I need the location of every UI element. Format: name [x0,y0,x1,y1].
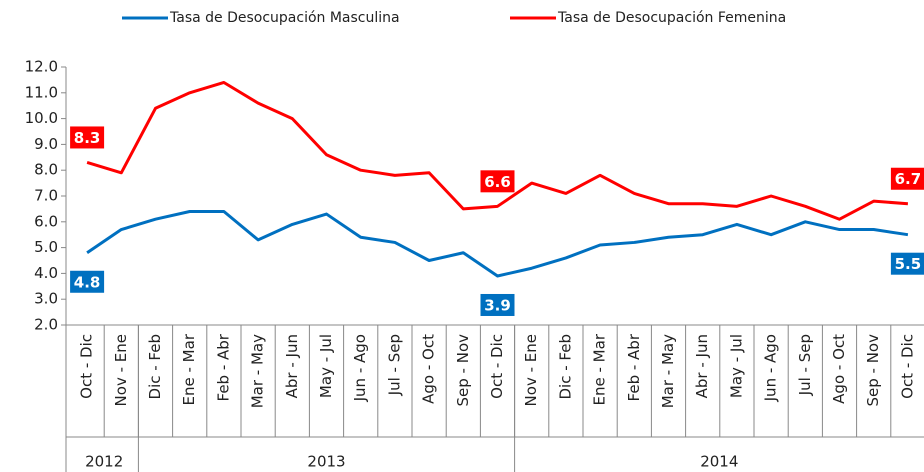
x-tick-label: Dic - Feb [146,334,164,399]
x-tick-label: Jun - Ago [351,334,369,402]
x-tick-label: Mar - May [249,334,267,408]
data-label: 3.9 [484,296,511,314]
x-tick-label: Ago - Oct [830,334,848,404]
y-tick-label: 12.0 [25,58,58,76]
x-tick-label: May - Jul [727,334,745,398]
data-label-box [890,167,924,190]
x-tick-label: Oct - Dic [488,334,506,399]
x-tick-label: Feb - Abr [214,333,232,401]
x-tick-label: Dic - Feb [556,334,574,399]
data-label: 5.5 [895,255,922,273]
y-tick-label: 9.0 [34,135,58,153]
y-tick-label: 2.0 [34,316,58,334]
legend-label: Tasa de Desocupación Femenina [557,10,786,26]
x-tick-label: Mar - May [659,334,677,408]
year-label: 2014 [700,453,738,471]
data-label: 6.6 [484,173,511,191]
data-label: 6.7 [895,170,922,188]
x-tick-label: Nov - Ene [522,334,540,406]
data-label-box [480,293,515,316]
x-tick-label: Feb - Abr [625,333,643,401]
y-tick-label: 10.0 [25,109,58,127]
series-line [86,209,909,278]
x-tick-label: Nov - Ene [112,334,130,406]
x-tick-label: Sep - Nov [454,334,472,407]
data-label-box [480,170,515,193]
y-tick-label: 4.0 [34,264,58,282]
x-tick-label: Oct - Dic [78,334,96,399]
y-tick-label: 3.0 [34,290,58,308]
x-tick-label: May - Jul [317,334,335,398]
y-tick-label: 11.0 [25,83,58,101]
x-tick-label: Sep - Nov [864,334,882,407]
x-tick-label: Ago - Oct [420,334,438,404]
y-tick-label: 6.0 [34,212,58,230]
x-tick-label: Oct - Dic [898,334,916,399]
year-label: 2013 [307,453,345,471]
data-label-box [890,252,924,275]
y-tick-label: 7.0 [34,187,58,205]
x-tick-label: Ene - Mar [591,333,609,405]
x-tick-label: Jul - Sep [385,334,403,396]
year-label: 2012 [85,453,123,471]
y-tick-label: 8.0 [34,161,58,179]
data-label-box [70,126,105,149]
x-tick-label: Abr - Jun [693,334,711,398]
data-label-box [70,270,105,293]
x-tick-label: Jul - Sep [796,334,814,396]
x-tick-label: Abr - Jun [283,334,301,398]
x-tick-label: Ene - Mar [180,333,198,405]
data-label: 4.8 [74,273,101,291]
data-label: 8.3 [74,129,101,147]
legend-label: Tasa de Desocupación Masculina [169,10,400,26]
series-line [86,80,909,221]
y-tick-label: 5.0 [34,238,58,256]
x-tick-label: Jun - Ago [762,334,780,402]
